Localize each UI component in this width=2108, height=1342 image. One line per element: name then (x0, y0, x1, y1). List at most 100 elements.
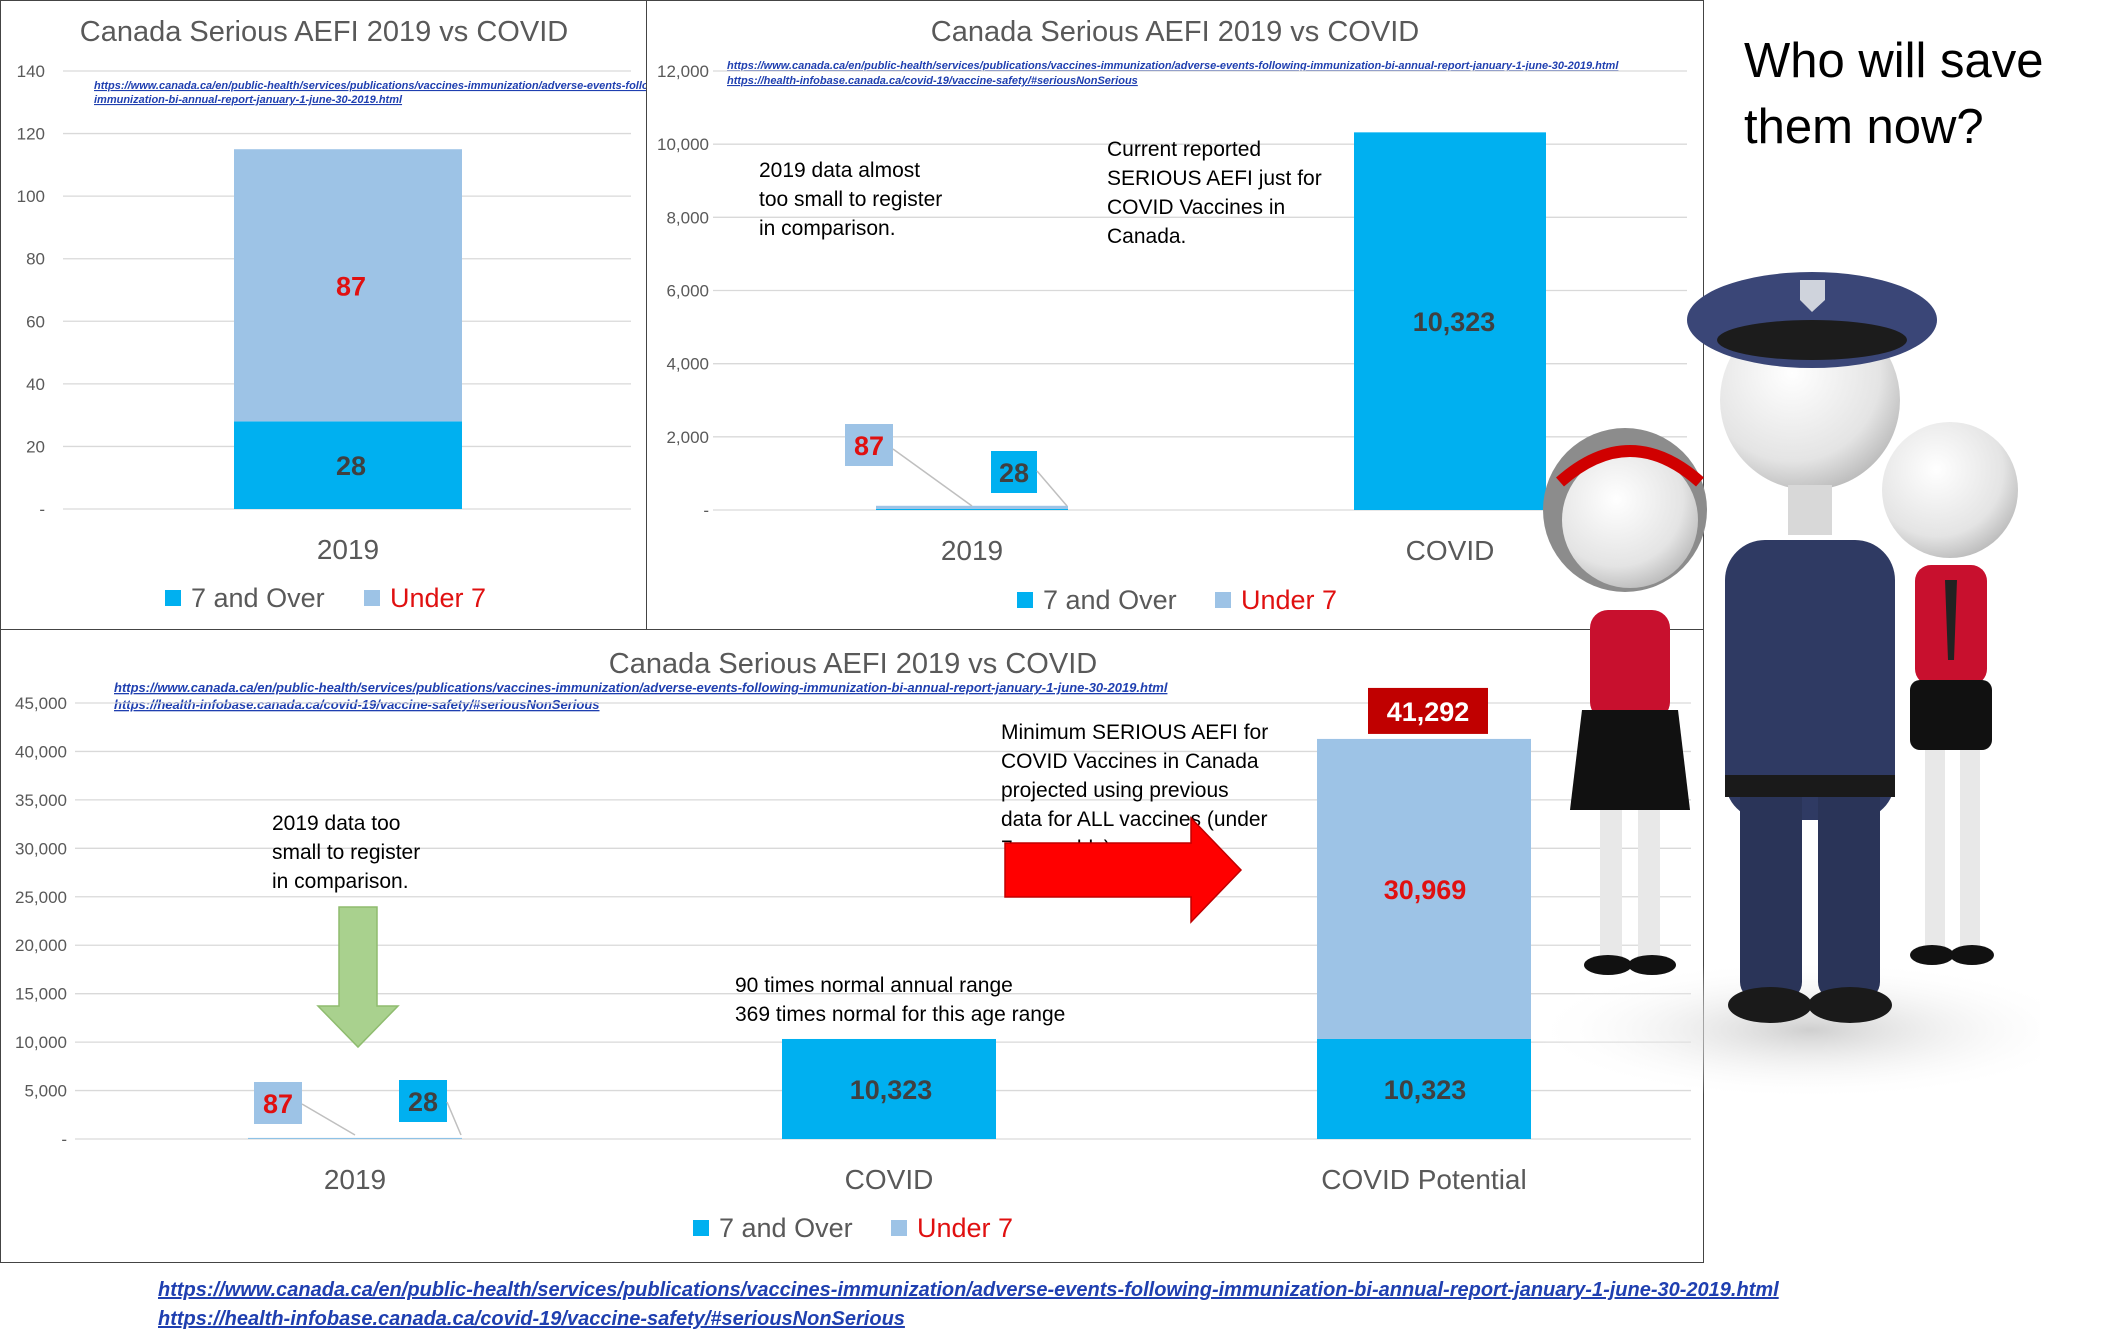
legend-swatch-7-and-over (1017, 592, 1033, 608)
annotation-text: COVID Vaccines in Canada (1001, 750, 1259, 773)
data-label-under-7: 30,969 (1384, 875, 1467, 905)
annotation-text: 2019 data almost (759, 159, 920, 182)
bar-7-and-over (234, 421, 462, 509)
chart-source-link: https://www.canada.ca/en/public-health/s… (727, 60, 1619, 72)
y-tick-label: 30,000 (15, 839, 67, 858)
annotation-text: COVID Vaccines in (1107, 196, 1285, 219)
y-tick-label: 20 (26, 437, 45, 456)
legend-swatch-7-and-over (693, 1220, 709, 1236)
y-tick-label: 40 (26, 375, 45, 394)
y-tick-label: 10,000 (15, 1033, 67, 1052)
y-tick-label: 15,000 (15, 985, 67, 1004)
chart-panel-2019: Canada Serious AEFI 2019 vs COVID https:/… (0, 0, 648, 630)
callout-leader (301, 1103, 356, 1136)
callout-leader (1036, 470, 1068, 507)
legend-swatch-under-7 (1215, 592, 1231, 608)
bar-under-7 (1317, 738, 1531, 1039)
legend-label-7-and-over: 7 and Over (1043, 585, 1177, 615)
legend-label-7-and-over: 7 and Over (719, 1213, 853, 1243)
x-category-label: COVID (845, 1164, 934, 1195)
data-label-under-7: 87 (336, 271, 366, 301)
chart-title: Canada Serious AEFI 2019 vs COVID (609, 648, 1097, 680)
annotation-text: 2019 data too (272, 812, 400, 835)
bar-7-and-over (782, 1038, 996, 1139)
y-tick-label: 35,000 (15, 791, 67, 810)
green-down-arrow (316, 906, 400, 1049)
annotation-text: Minimum SERIOUS AEFI for (1001, 721, 1268, 744)
y-tick-label: 20,000 (15, 936, 67, 955)
y-tick-label: 12,000 (657, 62, 709, 81)
x-category-label: COVID Potential (1321, 1164, 1526, 1195)
y-tick-label: 40,000 (15, 742, 67, 761)
bar-7-and-over (876, 508, 1068, 510)
y-tick-label: 4,000 (666, 355, 709, 374)
data-label-7-and-over: 28 (999, 458, 1029, 488)
chart-source-link: https://www.canada.ca/en/public-health/s… (114, 680, 1168, 695)
boy-figure (1882, 422, 2018, 965)
callout-box-7-and-over (991, 451, 1037, 493)
x-category-label: 2019 (317, 534, 379, 565)
chart-2019-vs-covid: Canada Serious AEFI 2019 vs COVID https:/… (657, 16, 1687, 615)
data-label-7-and-over: 28 (408, 1087, 438, 1117)
data-label-7-and-over: 10,323 (850, 1075, 933, 1105)
annotation-text: projected using previous (1001, 779, 1229, 802)
legend-label-7-and-over: 7 and Over (191, 583, 325, 613)
annotation-text: 369 times normal for this age range (735, 1003, 1065, 1026)
callout-leader (446, 1101, 462, 1136)
footer-link-canada[interactable]: https://www.canada.ca/en/public-health/s… (158, 1279, 1779, 1301)
bar-7-and-over (1354, 132, 1546, 510)
y-tick-label: 45,000 (15, 694, 67, 713)
chart-title: Canada Serious AEFI 2019 vs COVID (80, 16, 568, 48)
chart-panel-covid-potential: Canada Serious AEFI 2019 vs COVID https:/… (0, 629, 1704, 1263)
data-label-7-and-over: 10,323 (1384, 1075, 1467, 1105)
annotation-text: Current reported (1107, 138, 1261, 161)
y-tick-label: 120 (17, 125, 45, 144)
red-right-arrow (1004, 816, 1243, 924)
girl-figure (1543, 428, 1707, 975)
data-label-under-7: 87 (854, 431, 884, 461)
floor-shadow (1530, 960, 2040, 1100)
annotation-text: too small to register (759, 188, 942, 211)
callout-leader (892, 448, 973, 507)
legend-label-under-7: Under 7 (390, 583, 486, 613)
legend-label-under-7: Under 7 (917, 1213, 1013, 1243)
chart-panel-2019-vs-covid: Canada Serious AEFI 2019 vs COVID https:/… (646, 0, 1704, 630)
footer-source-links: https://www.canada.ca/en/public-health/s… (158, 1276, 1779, 1334)
data-label-7-and-over: 10,323 (1413, 307, 1496, 337)
x-category-label: COVID (1406, 535, 1495, 566)
annotation-text: data for ALL vaccines (under (1001, 808, 1268, 831)
legend-swatch-7-and-over (165, 590, 181, 606)
legend-swatch-under-7 (364, 590, 380, 606)
annotation-text: small to register (272, 841, 420, 864)
total-label-box (1368, 687, 1488, 734)
bar-under-7 (248, 1137, 462, 1139)
y-tick-label: 5,000 (24, 1082, 67, 1101)
annotation-text: in comparison. (272, 870, 409, 893)
y-tick-label: 140 (17, 62, 45, 81)
y-tick-label: 2,000 (666, 428, 709, 447)
bar-7-and-over (1317, 1038, 1531, 1139)
data-label-under-7: 87 (263, 1089, 293, 1119)
callout-box-under-7 (845, 424, 893, 466)
annotation-text: in comparison. (759, 217, 896, 240)
footer-link-infobase[interactable]: https://health-infobase.canada.ca/covid-… (158, 1308, 905, 1330)
total-label: 41,292 (1387, 697, 1470, 727)
y-tick-label: - (703, 501, 709, 520)
y-tick-label: 10,000 (657, 135, 709, 154)
legend-label-under-7: Under 7 (1241, 585, 1337, 615)
bar-under-7 (234, 149, 462, 422)
chart-title: Canada Serious AEFI 2019 vs COVID (931, 16, 1419, 48)
chart-source-link: https://health-infobase.canada.ca/covid-… (114, 697, 600, 712)
police-officer-figure (1687, 272, 1937, 1023)
chart-2019-only: Canada Serious AEFI 2019 vs COVID https:/… (17, 16, 648, 613)
chart-source-link: immunization-bi-annual-report-january-1-… (94, 94, 403, 106)
bar-under-7 (876, 505, 1068, 509)
chart-covid-potential: Canada Serious AEFI 2019 vs COVIDhttps:/… (15, 648, 1691, 1243)
y-tick-label: - (61, 1130, 67, 1149)
y-tick-label: 80 (26, 250, 45, 269)
chart-source-link: https://health-infobase.canada.ca/covid-… (727, 75, 1138, 87)
data-label-7-and-over: 28 (336, 451, 366, 481)
chart-source-link: https://www.canada.ca/en/public-health/s… (94, 80, 648, 92)
y-tick-label: 8,000 (666, 208, 709, 227)
annotation-text: SERIOUS AEFI just for (1107, 167, 1322, 190)
